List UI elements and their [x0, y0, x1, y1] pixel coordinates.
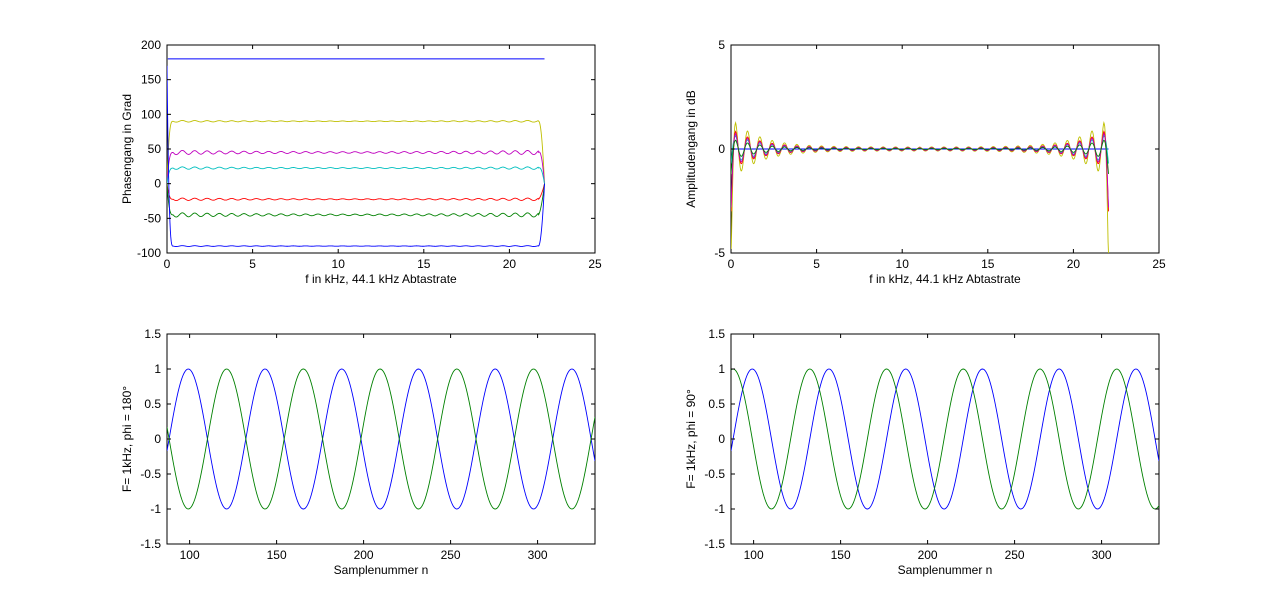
- amplitude-y-tick-label: -5: [714, 246, 725, 260]
- amplitude-x-tick-label: 10: [896, 257, 910, 271]
- amplitude-y-tick-label: 5: [718, 38, 725, 52]
- phase-x-tick-label: 25: [588, 257, 602, 271]
- signal-phi-90-plot-area: [730, 333, 1160, 545]
- signal-phi-180-y-tick-label: 0.5: [144, 397, 161, 411]
- signal-phi-180-y-tick-label: 0: [154, 432, 161, 446]
- signal-phi-90-x-tick-label: 250: [1005, 548, 1025, 562]
- signal-phi-180-y-tick-label: -1.5: [140, 537, 161, 551]
- signal-phi-180-y-tick-label: 1: [154, 362, 161, 376]
- signal-phi-90-y-tick-label: 0: [718, 432, 725, 446]
- phase-series-line-3: [167, 166, 545, 184]
- signal-phi-180-x-axis-label: Samplenummer n: [334, 563, 429, 577]
- phase-x-tick-label: 10: [332, 257, 346, 271]
- signal-phi-90-y-axis-label: F= 1kHz, phi = 90°: [684, 389, 698, 489]
- signal-phi-90-y-tick-label: -1.5: [704, 537, 725, 551]
- signal-phi-180-y-axis-label: F= 1kHz, phi = 180°: [120, 386, 134, 492]
- signal-phi-180-series-line-0: [167, 368, 595, 510]
- signal-phi-180-x-tick-label: 300: [528, 548, 548, 562]
- phase-y-tick-label: 200: [141, 38, 161, 52]
- phase-y-tick-label: 100: [141, 107, 161, 121]
- signal-phi-180-x-tick-label: 250: [441, 548, 461, 562]
- signal-phi-180-y-tick-label: -0.5: [140, 467, 161, 481]
- signal-phi-180-x-tick-label: 100: [180, 548, 200, 562]
- signal-phi-90-x-tick-label: 150: [831, 548, 851, 562]
- amplitude-x-tick-label: 20: [1067, 257, 1081, 271]
- signal-phi-180-x-tick-label: 200: [354, 548, 374, 562]
- amplitude-x-tick-label: 15: [981, 257, 995, 271]
- signal-phi-90-x-tick-label: 300: [1092, 548, 1112, 562]
- amplitude-y-axis-label: Amplitudengang in dB: [684, 90, 698, 207]
- phase-x-tick-label: 0: [164, 257, 171, 271]
- signal-phi-90-x-axis-label: Samplenummer n: [898, 563, 993, 577]
- signal-phi-180-x-tick-label: 150: [267, 548, 287, 562]
- phase-y-tick-label: 50: [148, 142, 162, 156]
- signal-phi-180-y-tick-label: -1: [150, 502, 161, 516]
- phase-series-line-2: [167, 149, 545, 184]
- amplitude-x-tick-label: 5: [813, 257, 820, 271]
- signal-phi-90-y-tick-label: 1.5: [708, 327, 725, 341]
- signal-phi-90-axes: 100 150 200 250 300 -1.5 -1 -0.5 0 0.5 1 1.5 Samplen…: [684, 327, 1160, 577]
- signal-phi-180-plot-area: [166, 333, 596, 545]
- signal-phi-90-y-tick-label: 0.5: [708, 397, 725, 411]
- phase-series-line-4: [167, 183, 545, 202]
- phase-x-tick-label: 15: [417, 257, 431, 271]
- signal-phi-180-axes: 100 150 200 250 300 -1.5 -1 -0.5 0 0.5 1 1.5 Samplen…: [120, 327, 596, 577]
- signal-phi-90-x-tick-label: 100: [744, 548, 764, 562]
- phase-series-line-6: [167, 65, 545, 247]
- signal-phi-180-series-line-1: [167, 368, 595, 510]
- signal-phi-180-y-tick-label: 1.5: [144, 327, 161, 341]
- amplitude-series-line-5: [731, 139, 1109, 174]
- phase-y-axis-label: Phasengang in Grad: [120, 94, 134, 204]
- signal-phi-90-series-line-1: [731, 368, 1159, 510]
- phase-y-tick-label: 0: [154, 177, 161, 191]
- phase-series-line-1: [167, 120, 545, 184]
- signal-phi-90-series-line-0: [731, 368, 1159, 510]
- signal-phi-90-y-tick-label: 1: [718, 362, 725, 376]
- signal-phi-90-y-tick-label: -1: [714, 502, 725, 516]
- phase-x-tick-label: 5: [249, 257, 256, 271]
- phase-y-tick-label: -100: [137, 246, 161, 260]
- amplitude-x-tick-label: 25: [1152, 257, 1166, 271]
- phase-y-tick-label: -50: [144, 211, 162, 225]
- amplitude-x-axis-label: f in kHz, 44.1 kHz Abtastrate: [869, 272, 1021, 286]
- phase-x-tick-label: 20: [503, 257, 517, 271]
- signal-phi-90-x-tick-label: 200: [918, 548, 938, 562]
- phase-response-axes: 0 5 10 15 20 25 -100 -50 0 50 100 150 200 f in kHz, 4…: [120, 38, 602, 286]
- amplitude-x-tick-label: 0: [728, 257, 735, 271]
- amplitude-y-tick-label: 0: [718, 142, 725, 156]
- phase-y-tick-label: 150: [141, 73, 161, 87]
- phase-series-line-5: [167, 183, 545, 218]
- phase-x-axis-label: f in kHz, 44.1 kHz Abtastrate: [305, 272, 457, 286]
- phase-plot-area: [166, 44, 596, 254]
- signal-phi-90-y-tick-label: -0.5: [704, 467, 725, 481]
